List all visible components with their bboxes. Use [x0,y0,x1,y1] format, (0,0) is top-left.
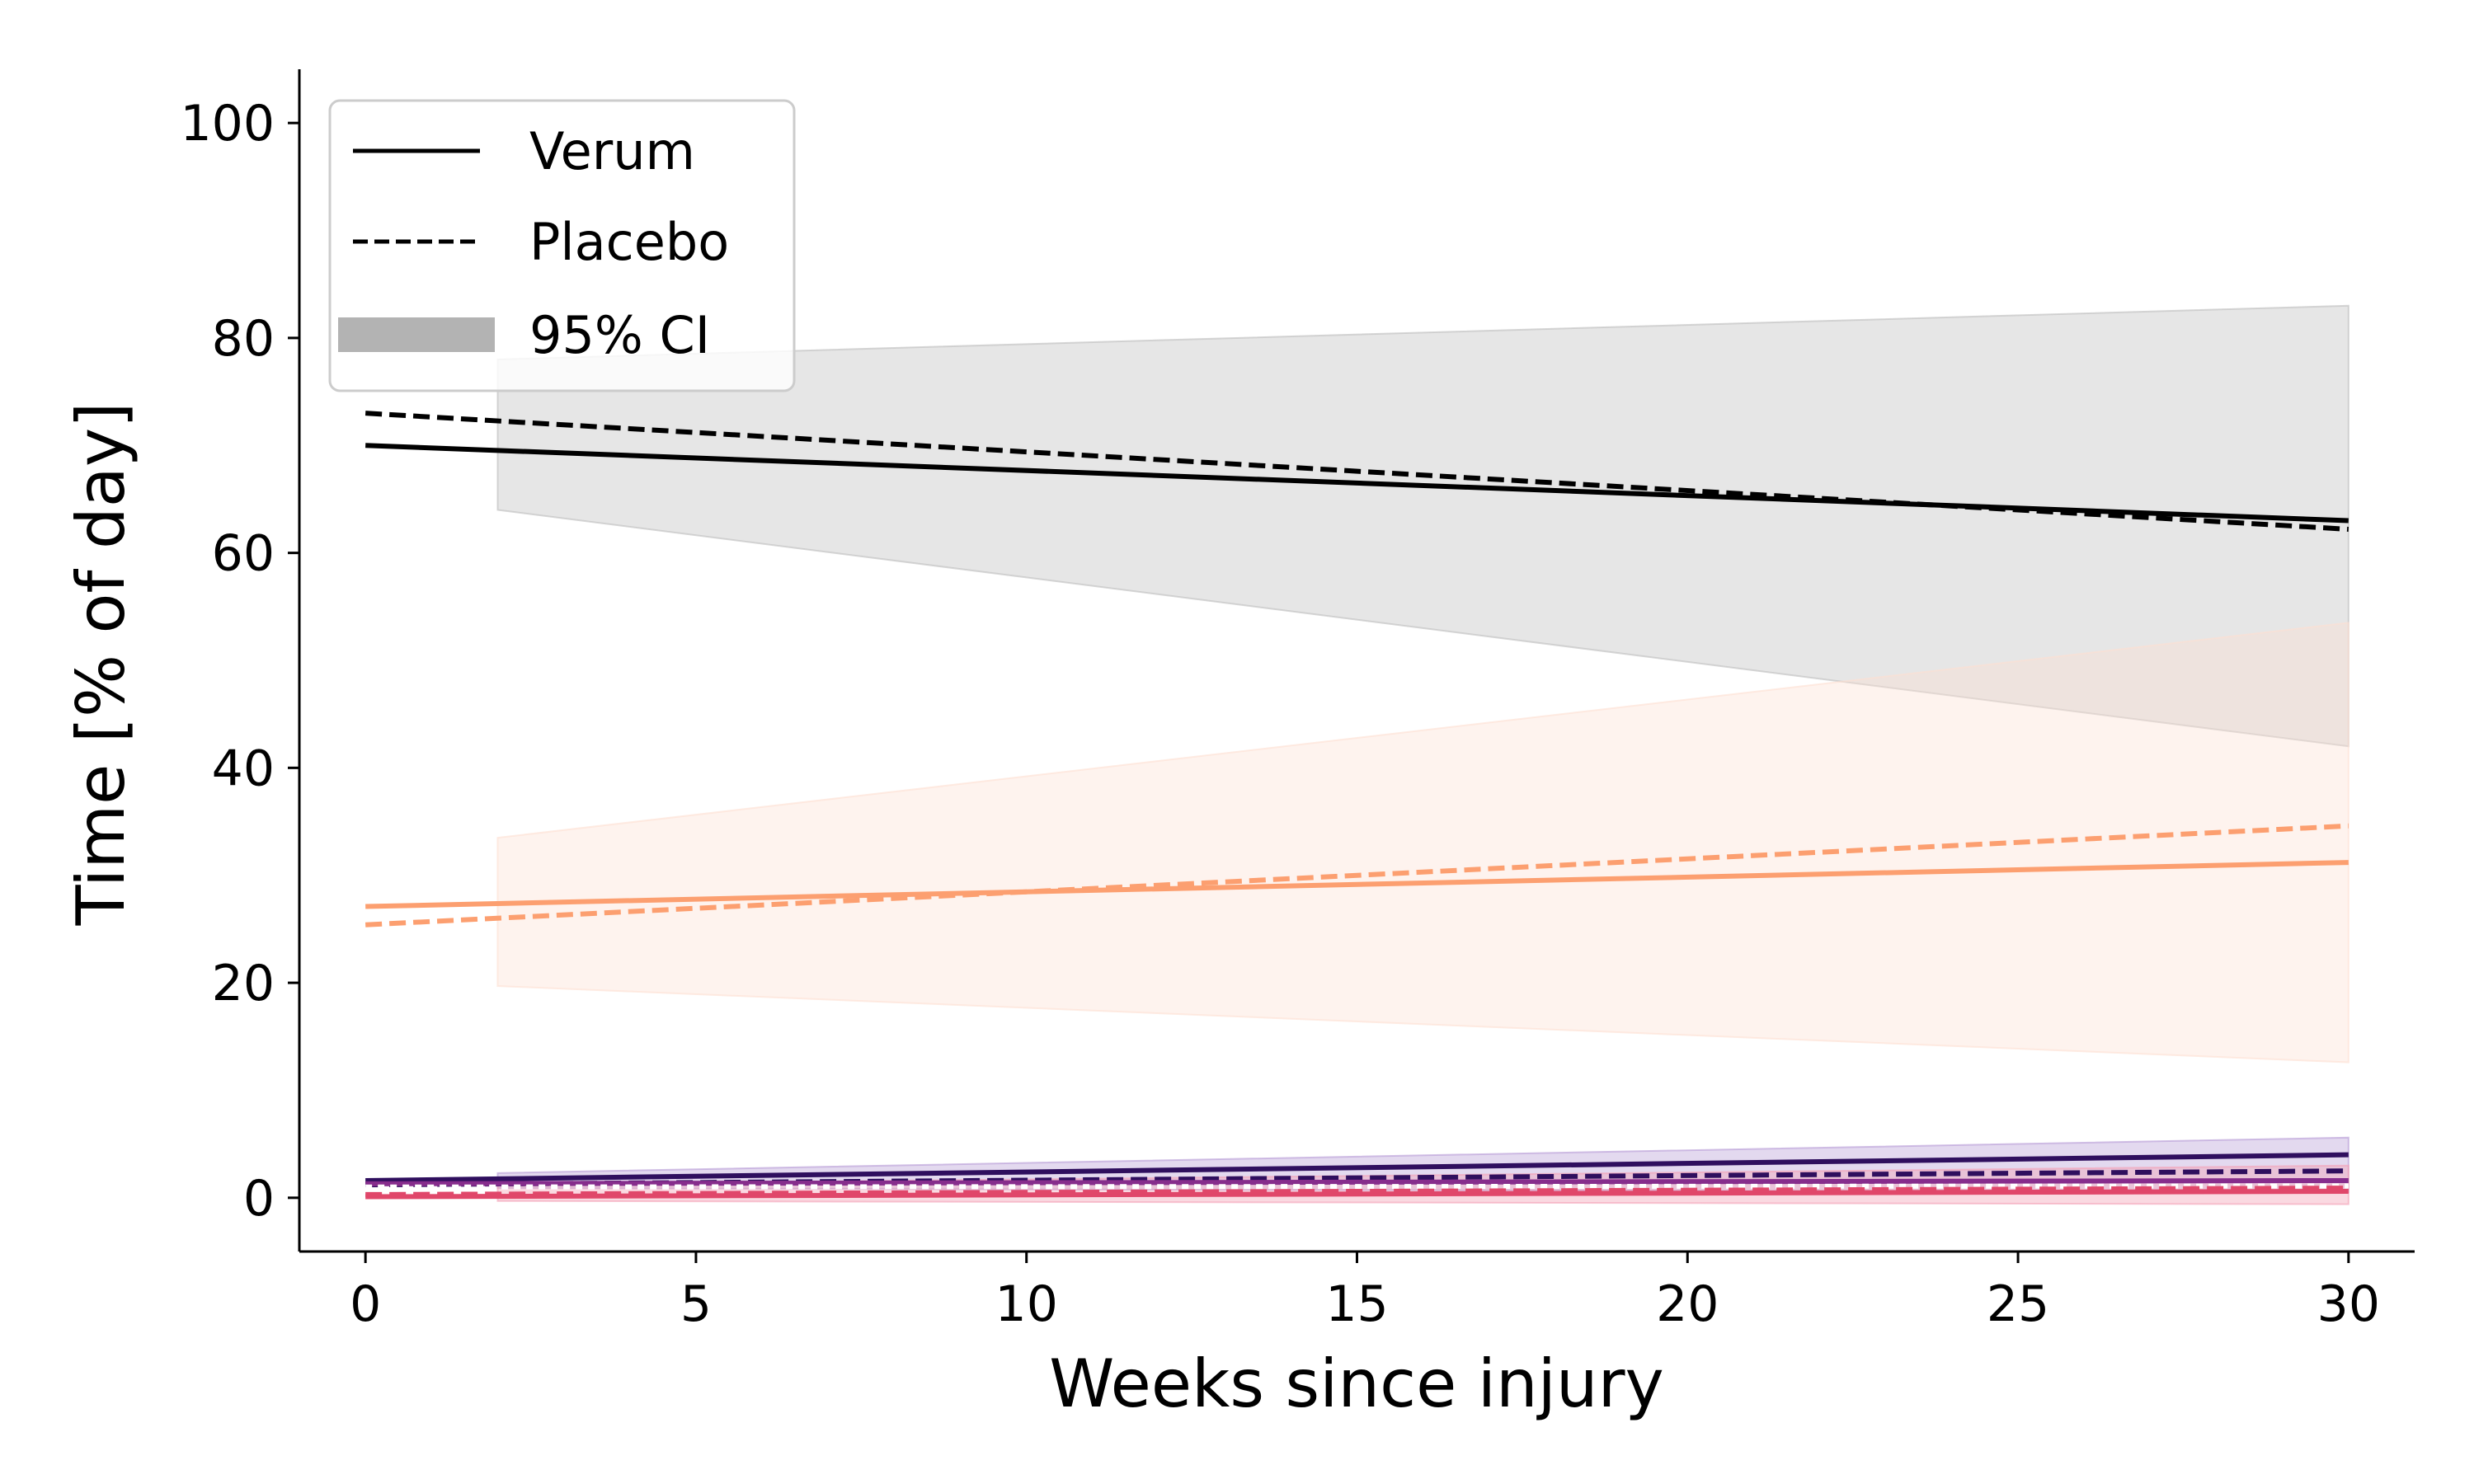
y-tick-label-100: 100 [180,95,275,153]
y-tick-label-40: 40 [212,740,275,797]
x-tick-label-20: 20 [1656,1275,1719,1333]
legend: Verum Placebo 95% CI [328,99,796,392]
y-tick-label-0: 0 [243,1170,275,1228]
series-line-verum-6 [365,1177,2349,1186]
y-tick-label-60: 60 [212,525,275,583]
legend-label-placebo: Placebo [529,212,729,272]
y-tick-label-80: 80 [212,310,275,368]
y-tick-label-20: 20 [212,955,275,1012]
series-line-placebo-5 [365,1168,2349,1188]
x-tick-label-30: 30 [2317,1275,2380,1333]
legend-label-verum: Verum [529,121,695,181]
x-tick-label-5: 5 [680,1275,712,1333]
x-ticks: 0 5 10 15 20 25 30 [350,1252,2380,1333]
y-axis-title: Time [% of day] [63,402,139,927]
legend-swatch-ci [338,317,495,352]
series-line-verum-4 [365,1152,2349,1183]
x-tick-label-0: 0 [350,1275,381,1333]
x-tick-label-15: 15 [1325,1275,1388,1333]
x-axis-title: Weeks since injury [1049,1345,1664,1422]
series-line-placebo-1 [365,411,2349,532]
y-ticks: 0 20 40 60 80 100 [180,95,299,1228]
series-line-placebo-9 [365,1186,2349,1197]
ci-bands [496,304,2349,1205]
series-line-placebo-3 [365,823,2349,928]
series-line-verum-8 [365,1188,2349,1200]
legend-label-ci: 95% CI [529,305,710,365]
x-tick-label-25: 25 [1987,1275,2049,1333]
series-lines [365,411,2349,1200]
ci-band-1 [496,622,2349,1064]
x-tick-label-10: 10 [995,1275,1058,1333]
series-line-verum-2 [365,860,2349,909]
